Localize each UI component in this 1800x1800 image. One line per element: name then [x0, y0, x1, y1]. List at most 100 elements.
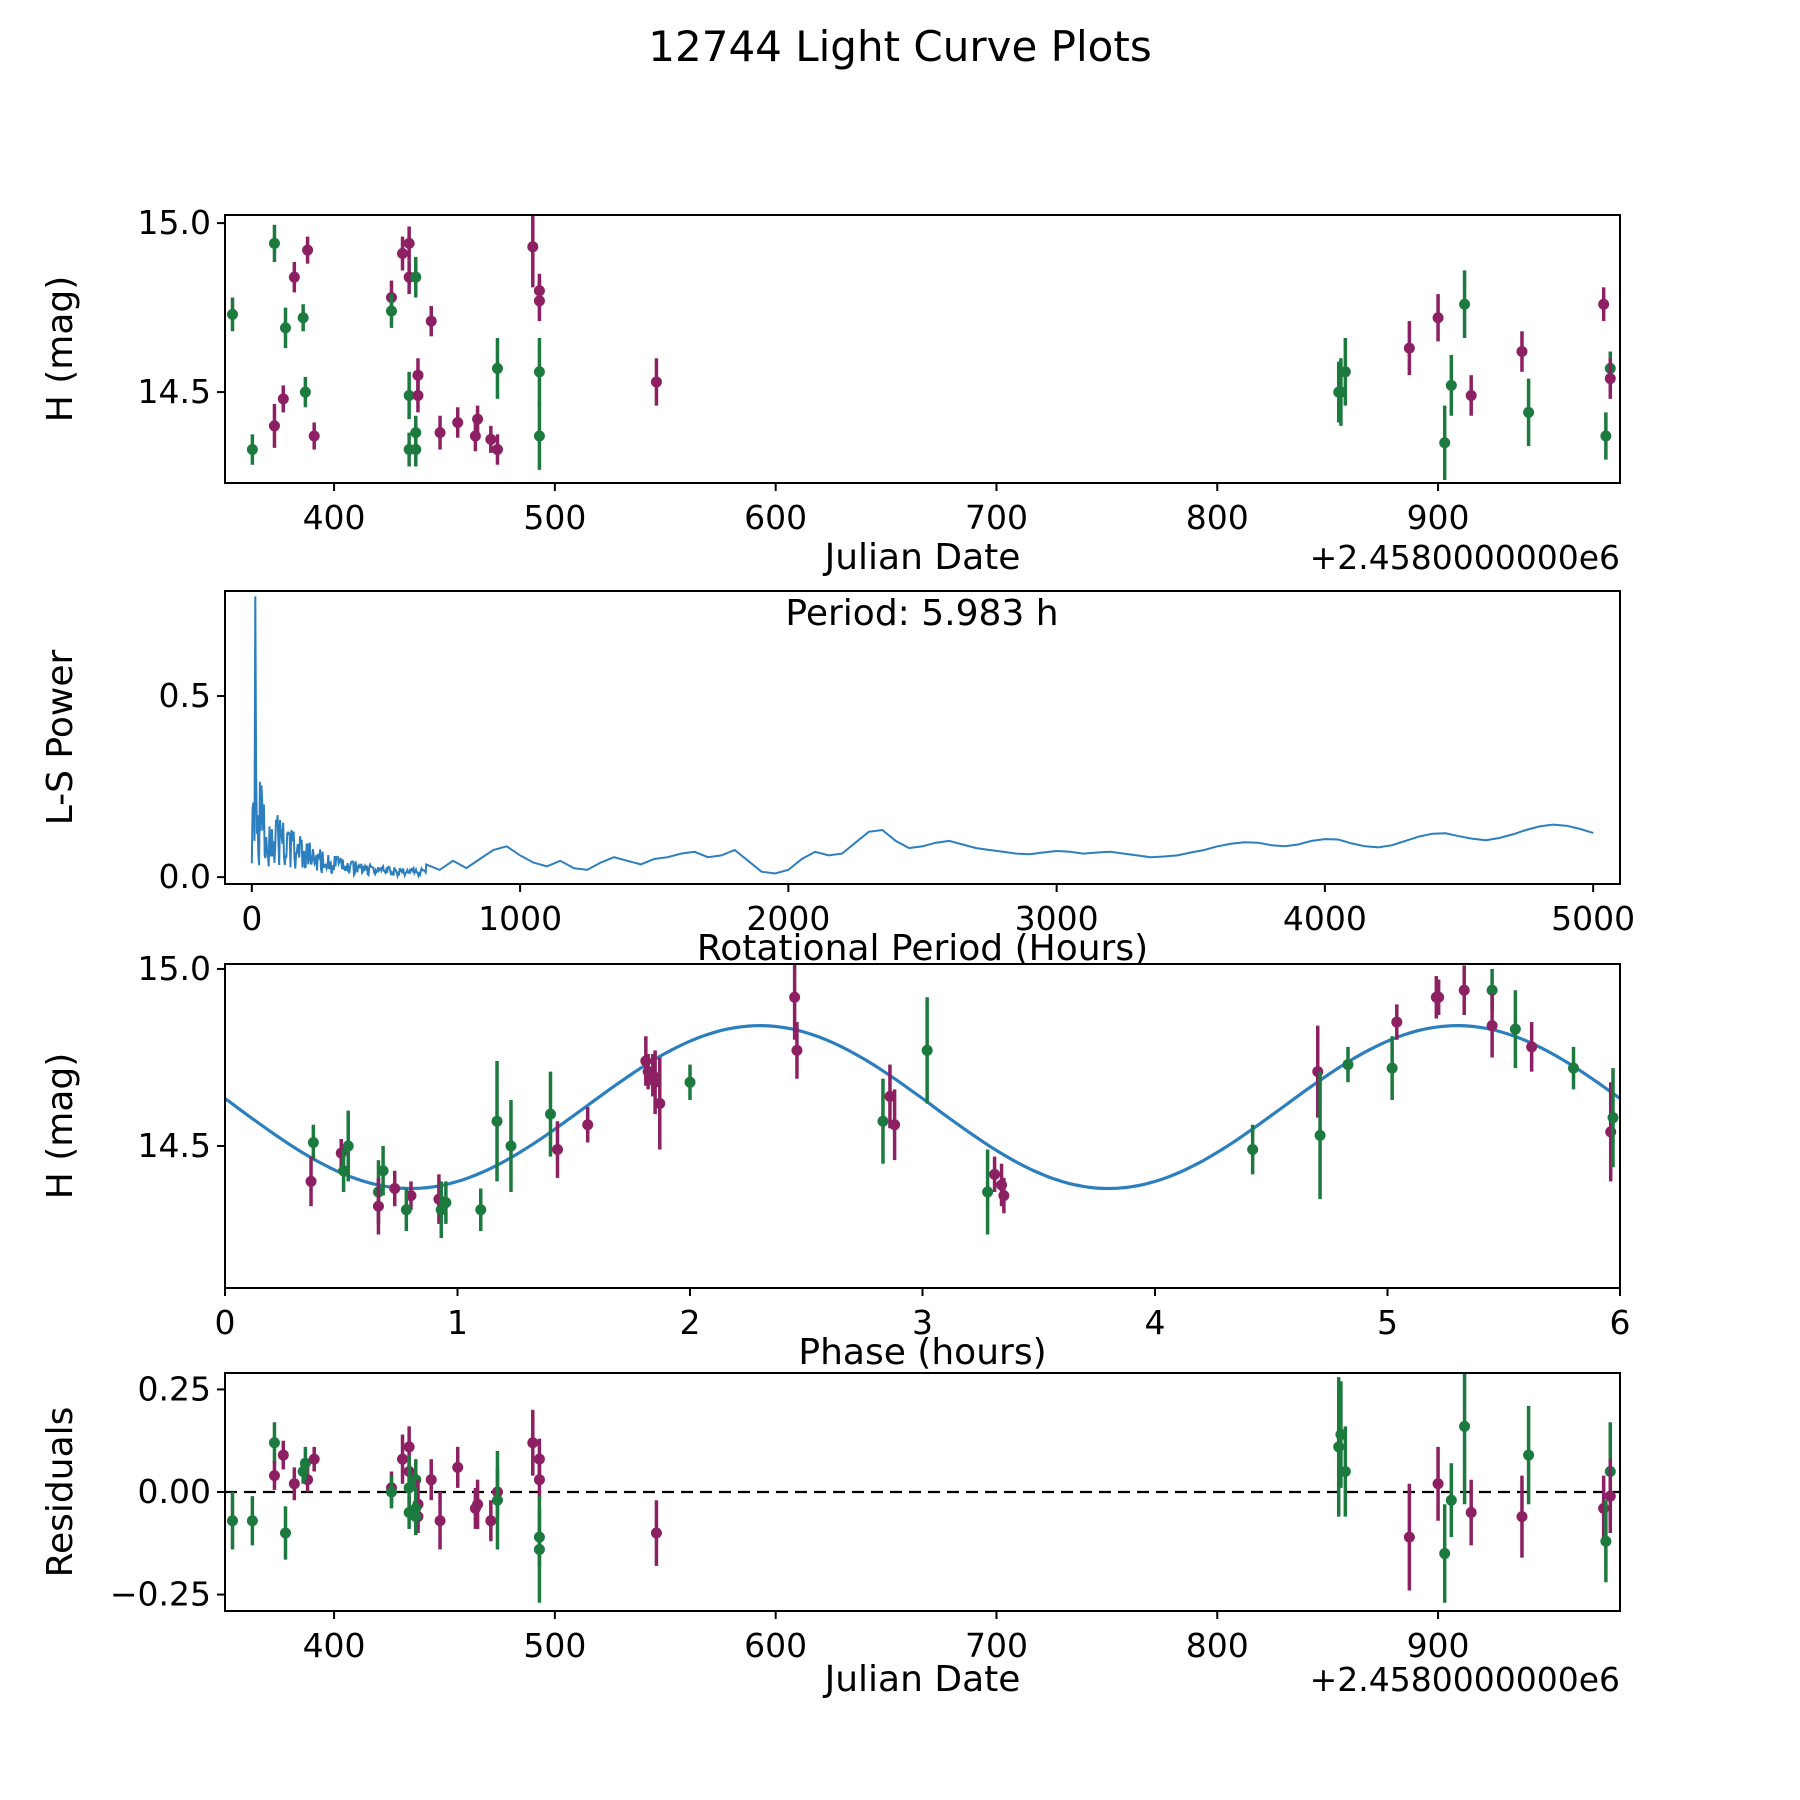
x-tick-label: 3 — [912, 1303, 933, 1342]
periodogram-plot: 0 1000 2000 3000 4000 5000 0.0 0.5 Rotational Pe… — [40, 590, 1635, 969]
data-point — [1523, 406, 1535, 418]
data-point — [921, 1044, 933, 1056]
x-tick-label: 600 — [744, 498, 807, 537]
x-tick-label: 900 — [1407, 498, 1470, 537]
data-point — [227, 1515, 239, 1527]
data-point — [268, 237, 280, 249]
data-point — [338, 1165, 350, 1177]
data-point — [277, 393, 289, 405]
data-point — [1386, 1062, 1398, 1074]
data-point — [389, 1182, 401, 1194]
residuals-errorbar-series — [227, 1373, 1616, 1603]
x-tick-label: 0 — [215, 1303, 236, 1342]
phase-errorbar-series — [305, 964, 1619, 1239]
data-point — [1598, 298, 1610, 310]
data-point — [1403, 342, 1415, 354]
data-point — [527, 241, 539, 253]
data-point — [527, 1437, 539, 1449]
residuals-data-area — [225, 1373, 1620, 1603]
x-tick-label: 4 — [1145, 1303, 1166, 1342]
data-point — [1465, 1507, 1477, 1519]
y-tick-label: −0.25 — [110, 1575, 211, 1614]
data-point — [491, 444, 503, 456]
data-point — [1445, 1494, 1457, 1506]
data-point — [385, 305, 397, 317]
data-point — [1604, 1490, 1616, 1502]
data-point — [246, 444, 258, 456]
data-point — [403, 237, 415, 249]
lightcurve-x-offset-label: +2.4580000000e6 — [1310, 538, 1620, 577]
data-point — [299, 1457, 311, 1469]
data-point — [403, 1441, 415, 1453]
periodogram-xlabel: Rotational Period (Hours) — [697, 928, 1148, 969]
data-point — [1432, 312, 1444, 324]
x-tick-label: 700 — [965, 1626, 1028, 1665]
data-point — [649, 1076, 661, 1088]
data-point — [650, 376, 662, 388]
data-point — [1459, 298, 1471, 310]
data-point — [1403, 1531, 1415, 1543]
residuals-x-offset-label: +2.4580000000e6 — [1310, 1660, 1620, 1699]
data-point — [452, 1461, 464, 1473]
data-point — [372, 1200, 384, 1212]
x-tick-label: 5000 — [1551, 899, 1635, 938]
data-point — [397, 248, 409, 260]
periodogram-axes-frame — [224, 590, 1621, 885]
data-point — [1433, 991, 1445, 1003]
x-tick-label: 5 — [1377, 1303, 1398, 1342]
data-point — [305, 1175, 317, 1187]
x-tick-label: 500 — [523, 498, 586, 537]
data-point — [410, 444, 422, 456]
data-point — [877, 1115, 889, 1127]
data-point — [385, 1486, 397, 1498]
data-point — [989, 1168, 1001, 1180]
lightcurve-ylabel: H (mag) — [40, 276, 81, 423]
data-point — [288, 1478, 300, 1490]
y-tick-label: 15.0 — [138, 203, 211, 242]
data-point — [403, 389, 415, 401]
data-point — [1465, 389, 1477, 401]
data-point — [791, 1044, 803, 1056]
residuals-ylabel: Residuals — [40, 1407, 81, 1578]
x-tick-label: 400 — [303, 1626, 366, 1665]
data-point — [469, 1502, 481, 1514]
data-point — [227, 308, 239, 320]
data-point — [884, 1090, 896, 1102]
data-point — [684, 1076, 696, 1088]
data-point — [533, 366, 545, 378]
data-point — [1509, 1023, 1521, 1035]
data-point — [1486, 984, 1498, 996]
data-point — [342, 1140, 354, 1152]
ls-power-curve — [250, 596, 1594, 880]
x-tick-label: 4000 — [1283, 899, 1367, 938]
x-tick-label: 1 — [447, 1303, 468, 1342]
lightcurve-errorbar-series — [227, 215, 1616, 480]
y-tick-label: 14.5 — [138, 1126, 211, 1165]
x-tick-label: 1000 — [478, 899, 562, 938]
data-point — [982, 1186, 994, 1198]
data-point — [410, 271, 422, 283]
data-point — [789, 991, 801, 1003]
data-point — [1247, 1144, 1259, 1156]
data-point — [297, 312, 309, 324]
data-point — [1314, 1129, 1326, 1141]
data-point — [434, 1515, 446, 1527]
data-point — [1445, 379, 1457, 391]
data-point — [403, 1482, 415, 1494]
data-point — [533, 1474, 545, 1486]
data-point — [1604, 373, 1616, 385]
data-point — [397, 1453, 409, 1465]
data-point — [277, 1449, 289, 1461]
x-tick-label: 0 — [241, 899, 262, 938]
lightcurve-data-area — [227, 215, 1616, 480]
residuals-xlabel: Julian Date — [823, 1659, 1021, 1700]
y-tick-label: 0.0 — [159, 857, 211, 896]
data-point — [412, 369, 424, 381]
data-point — [307, 1136, 319, 1148]
data-point — [1342, 1059, 1354, 1071]
data-point — [268, 1470, 280, 1482]
data-point — [491, 1115, 503, 1127]
x-tick-label: 400 — [303, 498, 366, 537]
x-tick-label: 6 — [1610, 1303, 1631, 1342]
data-point — [582, 1119, 594, 1131]
